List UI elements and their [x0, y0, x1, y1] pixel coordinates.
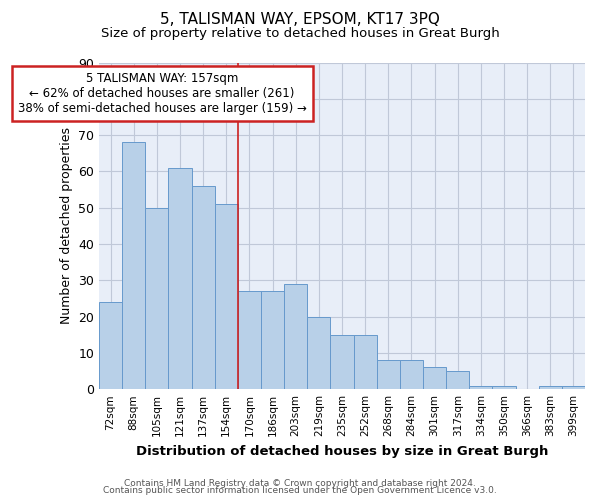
Bar — [493, 386, 515, 389]
X-axis label: Distribution of detached houses by size in Great Burgh: Distribution of detached houses by size … — [136, 444, 548, 458]
Bar — [215, 204, 238, 389]
Text: Contains public sector information licensed under the Open Government Licence v3: Contains public sector information licen… — [103, 486, 497, 495]
Text: Contains HM Land Registry data © Crown copyright and database right 2024.: Contains HM Land Registry data © Crown c… — [124, 478, 476, 488]
Bar — [562, 386, 585, 389]
Bar — [331, 334, 353, 389]
Bar — [377, 360, 400, 389]
Text: Size of property relative to detached houses in Great Burgh: Size of property relative to detached ho… — [101, 28, 499, 40]
Bar — [469, 386, 493, 389]
Bar — [307, 316, 331, 389]
Bar — [99, 302, 122, 389]
Bar — [169, 168, 191, 389]
Bar — [539, 386, 562, 389]
Bar — [423, 368, 446, 389]
Text: 5, TALISMAN WAY, EPSOM, KT17 3PQ: 5, TALISMAN WAY, EPSOM, KT17 3PQ — [160, 12, 440, 28]
Bar — [261, 291, 284, 389]
Text: 5 TALISMAN WAY: 157sqm
← 62% of detached houses are smaller (261)
38% of semi-de: 5 TALISMAN WAY: 157sqm ← 62% of detached… — [18, 72, 307, 116]
Bar — [122, 142, 145, 389]
Bar — [446, 371, 469, 389]
Bar — [400, 360, 423, 389]
Bar — [353, 334, 377, 389]
Bar — [191, 186, 215, 389]
Bar — [145, 208, 169, 389]
Y-axis label: Number of detached properties: Number of detached properties — [59, 128, 73, 324]
Bar — [238, 291, 261, 389]
Bar — [284, 284, 307, 389]
